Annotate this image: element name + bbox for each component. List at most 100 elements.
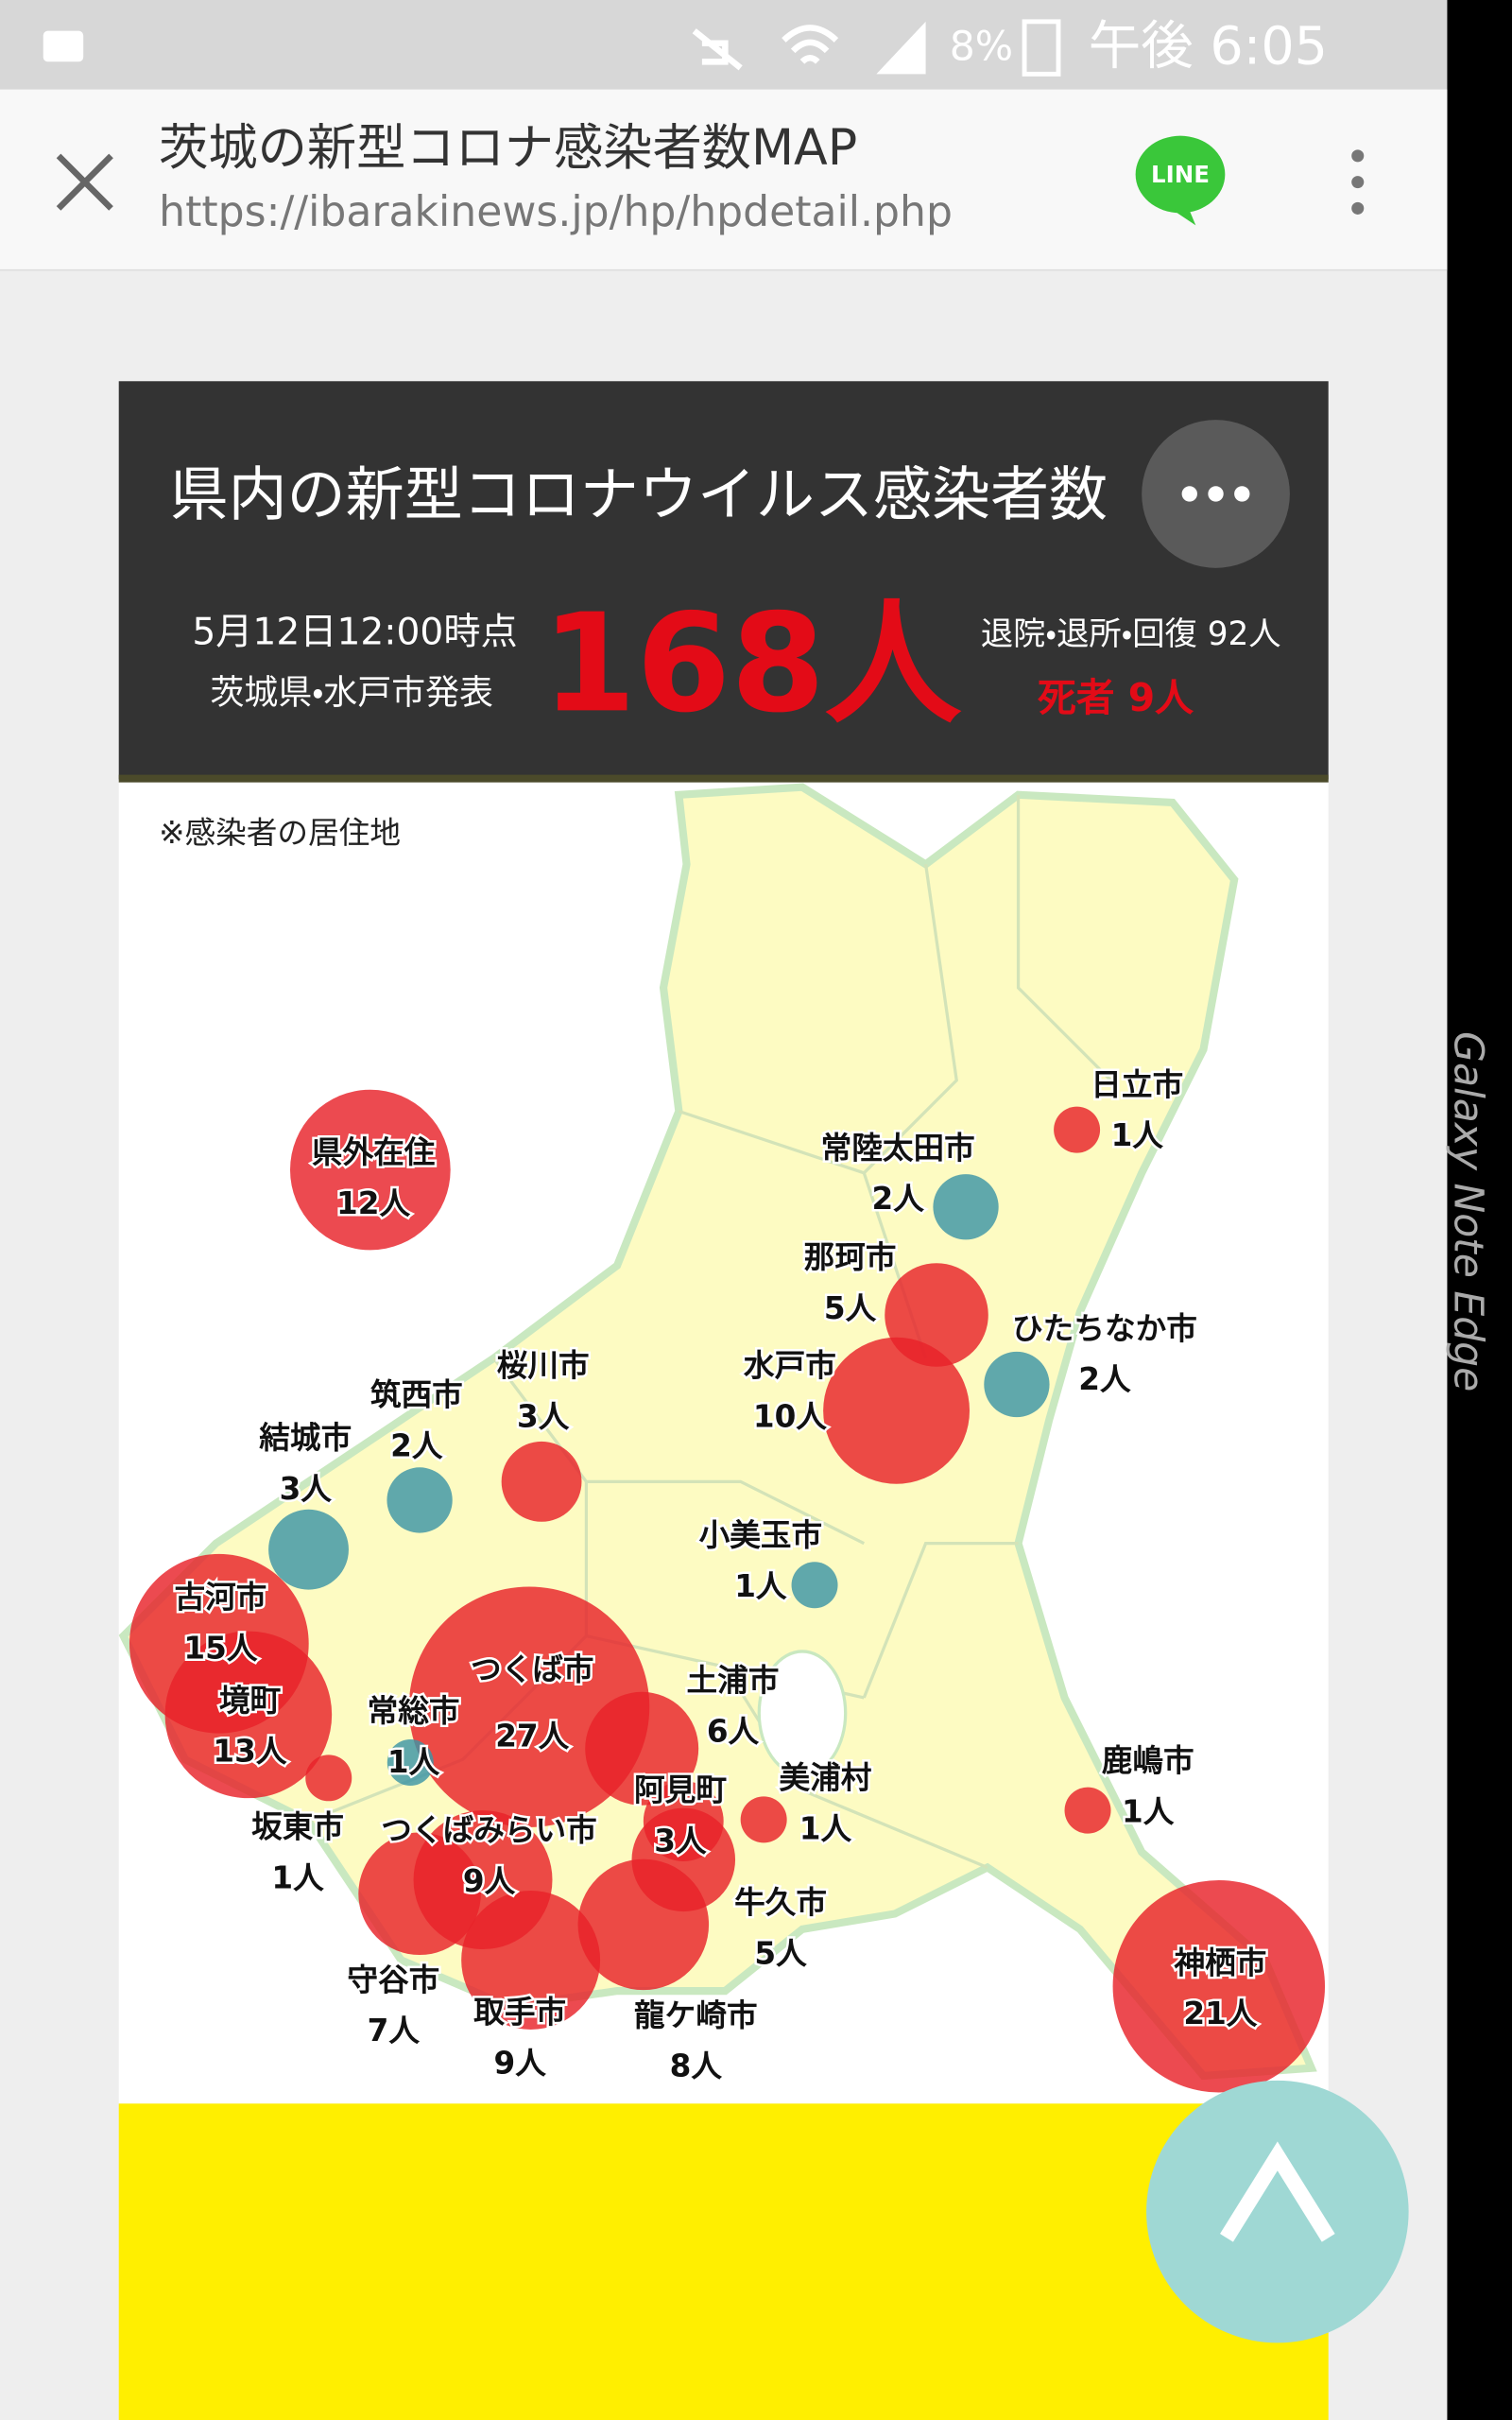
place-name: つくば市 <box>471 1651 594 1687</box>
header-edge <box>118 774 1329 783</box>
place-name: 日立市 <box>1091 1066 1183 1102</box>
place-name: 守谷市 <box>347 1962 439 1997</box>
total-count: 168人 <box>541 584 962 742</box>
case-bubble <box>387 1467 453 1533</box>
case-bubble <box>1054 1106 1101 1153</box>
place-name: 土浦市 <box>687 1663 780 1699</box>
lake <box>757 1650 848 1777</box>
place-count: 5人 <box>754 1936 807 1972</box>
banner-area <box>118 2103 1329 2420</box>
case-bubble <box>461 1891 601 2030</box>
case-bubble <box>501 1441 582 1522</box>
case-bubble <box>358 1832 481 1956</box>
place-count: 6人 <box>707 1713 760 1749</box>
card-header <box>118 381 1329 780</box>
place-name: 筑西市 <box>370 1377 463 1413</box>
recovered: 退院・退所・回復 92人 <box>981 615 1281 653</box>
place-count: 1人 <box>271 1860 324 1896</box>
line-label: LINE <box>1151 161 1210 188</box>
place-name: 鹿嶋市 <box>1102 1742 1194 1778</box>
as-of: 5月12日12:00時点 <box>192 612 517 654</box>
place-name: 小美玉市 <box>699 1517 823 1553</box>
place-count: 13人 <box>213 1734 286 1770</box>
place-name: 坂東市 <box>251 1809 344 1845</box>
map-note: ※感染者の居住地 <box>159 815 401 851</box>
place-count: 15人 <box>183 1630 257 1666</box>
place-count: 9人 <box>494 2045 547 2081</box>
place-count: 27人 <box>495 1718 569 1754</box>
place-count: 9人 <box>463 1863 516 1899</box>
place-count: 10人 <box>753 1398 827 1434</box>
battery-text: 8% <box>950 25 1013 71</box>
case-bubble <box>290 1089 451 1251</box>
place-name: 神栖市 <box>1173 1945 1266 1980</box>
place-name: 常総市 <box>368 1693 460 1729</box>
place-name: 水戸市 <box>743 1348 836 1384</box>
place-count: 7人 <box>368 2013 421 2048</box>
close-button[interactable] <box>56 153 113 211</box>
case-bubble <box>268 1509 349 1590</box>
source: 茨城県・水戸市発表 <box>211 674 493 713</box>
place-name: 美浦村 <box>780 1759 872 1795</box>
browser-url: https://ibarakinews.jp/hp/hpdetail.php <box>159 188 953 236</box>
case-bubble <box>585 1691 699 1806</box>
place-name: 牛久市 <box>734 1885 827 1921</box>
place-count: 12人 <box>336 1185 410 1221</box>
case-bubble <box>305 1754 352 1802</box>
more-button[interactable] <box>1142 420 1290 568</box>
case-bubble <box>823 1337 971 1484</box>
place-count: 1人 <box>1111 1117 1164 1153</box>
case-bubble <box>933 1174 999 1240</box>
card-title: 県内の新型コロナウイルス感染者数 <box>170 459 1108 528</box>
bubble-layer <box>129 1089 1326 2093</box>
place-name: 阿見町 <box>634 1772 727 1808</box>
case-bubble <box>984 1351 1050 1418</box>
place-name: 那珂市 <box>804 1239 897 1275</box>
clock: 午後 6:05 <box>1089 15 1328 77</box>
place-name: 常陸太田市 <box>821 1130 975 1166</box>
place-name: 結城市 <box>259 1420 352 1456</box>
deaths: 死者 9人 <box>1038 675 1194 720</box>
case-bubble <box>643 1781 724 1861</box>
place-count: 8人 <box>670 2048 723 2084</box>
scroll-top-button[interactable] <box>1146 2080 1409 2343</box>
place-name: 古河市 <box>175 1579 267 1615</box>
device-edge-text: Galaxy Note Edge <box>1445 1031 1491 1392</box>
place-count: 2人 <box>872 1181 925 1217</box>
mute-icon <box>692 28 743 71</box>
place-count: 2人 <box>390 1427 443 1463</box>
place-count: 1人 <box>734 1568 787 1604</box>
place-count: 3人 <box>654 1823 707 1858</box>
case-bubble <box>387 1739 434 1786</box>
place-count: 5人 <box>824 1290 877 1326</box>
case-bubble <box>164 1631 333 1799</box>
case-bubble <box>791 1562 838 1609</box>
case-bubble <box>1112 1879 1326 2093</box>
signal-icon <box>876 21 926 75</box>
place-count: 3人 <box>280 1471 333 1507</box>
place-count: 2人 <box>1078 1361 1131 1397</box>
case-bubble <box>1064 1787 1111 1834</box>
case-bubble <box>740 1796 787 1843</box>
case-bubble <box>885 1263 988 1367</box>
place-count: 21人 <box>1183 1996 1257 2031</box>
menu-button[interactable] <box>1351 149 1365 215</box>
browser-title: 茨城の新型コロナ感染者数MAP <box>159 120 857 177</box>
place-count: 1人 <box>799 1810 852 1846</box>
browser-bar <box>0 89 1448 270</box>
wifi-icon <box>782 25 839 64</box>
place-name: 境町 <box>219 1683 282 1719</box>
place-name: ひたちなか市 <box>1012 1310 1197 1346</box>
device-edge <box>1447 0 1512 2420</box>
place-name: つくばみらい市 <box>381 1812 596 1848</box>
voicemail-icon <box>43 30 84 62</box>
place-name: 県外在住 <box>312 1134 436 1170</box>
battery-icon <box>1022 19 1061 77</box>
place-name: 龍ケ崎市 <box>634 1997 758 2033</box>
place-count: 1人 <box>1122 1793 1175 1829</box>
line-share-button[interactable]: LINE <box>1135 135 1226 226</box>
place-name: 桜川市 <box>497 1348 590 1384</box>
place-name: 取手市 <box>473 1995 566 2031</box>
